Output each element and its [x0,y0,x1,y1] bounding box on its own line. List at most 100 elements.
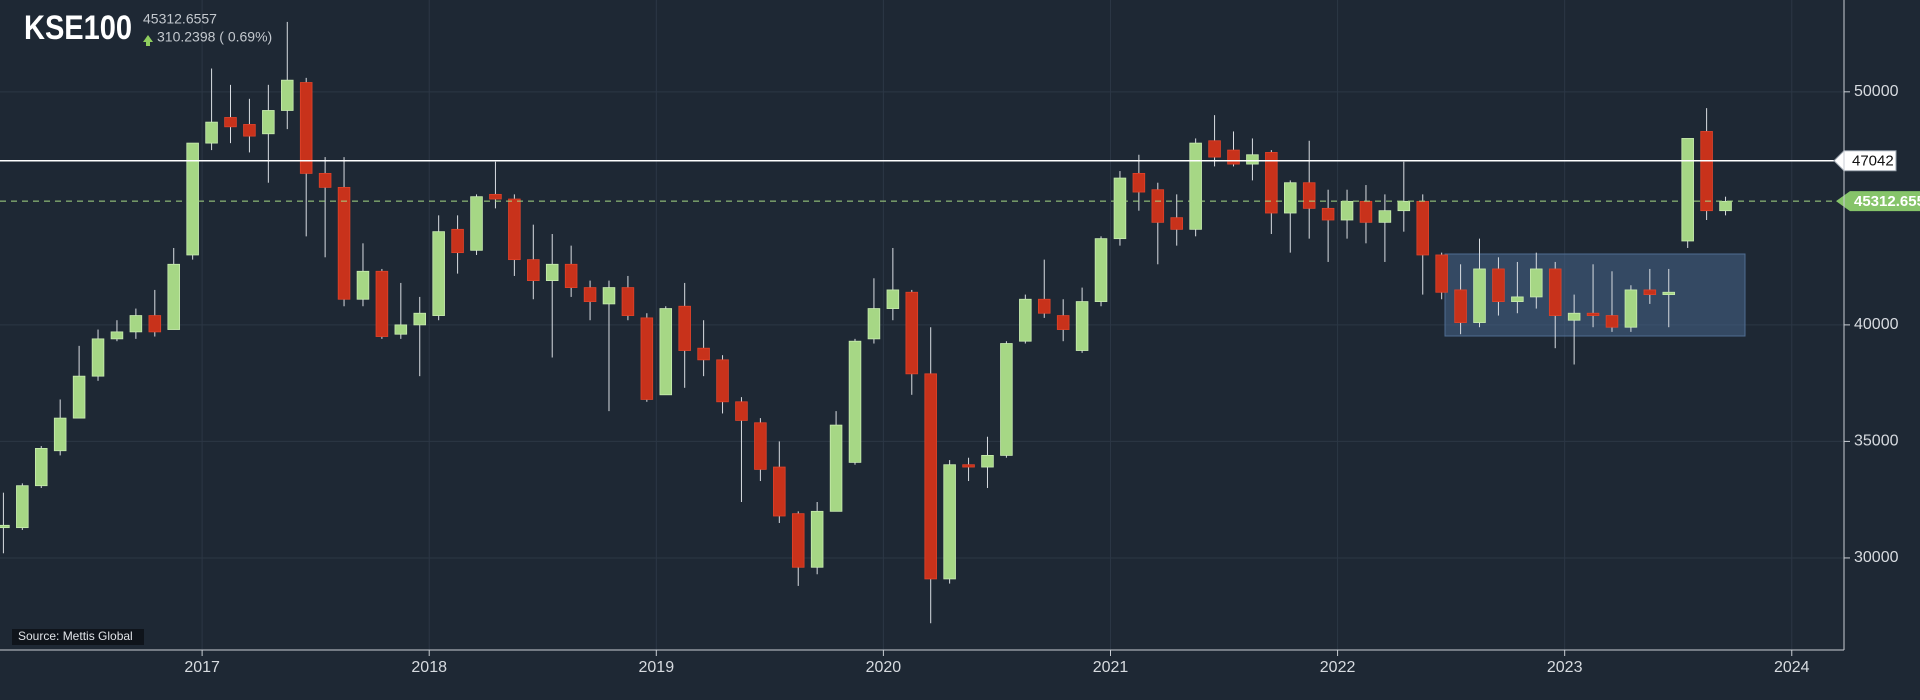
candle-body [281,79,294,111]
candle-body [432,231,445,316]
candle-body [1473,268,1486,323]
candle-body [167,263,180,330]
candle-body [1359,200,1373,223]
candle-body [545,263,559,282]
x-tick-label: 2018 [411,659,447,676]
candle-body [905,291,919,375]
candle-body [981,454,994,468]
candle-body [413,312,427,326]
x-tick-label: 2017 [184,659,220,676]
candle-body [34,448,48,487]
candle-body [962,464,975,468]
candle-body [1208,140,1221,158]
y-tick-label: 40000 [1854,316,1899,333]
candle-body [72,375,86,419]
x-tick-label: 2019 [639,659,675,676]
candle-body [1378,210,1392,223]
price-line-label: 47042 [1852,153,1894,170]
candle-body [53,417,67,452]
candle-body [886,289,900,309]
candle-body [1094,238,1108,302]
candle-body [375,270,389,337]
y-tick-label: 50000 [1854,83,1899,100]
x-tick-label: 2024 [1774,659,1810,676]
source: Source: Mettis Global [18,629,133,643]
candle-body [1227,149,1240,165]
candle-body [1265,152,1278,214]
candle-body [508,198,521,261]
last-price-tag [1836,191,1920,212]
candle-body [867,308,881,340]
candle-body [243,124,256,137]
candle-body [602,287,616,305]
candle-body [394,324,408,335]
candle-body [1246,154,1259,165]
candle-body [1019,298,1032,342]
candle-body [1530,268,1543,298]
candle-body [1435,254,1448,293]
chart-title: KSE100 [24,9,132,47]
candle-body [1321,207,1335,221]
highlight-box [1444,253,1746,337]
candle-body [0,524,10,529]
candle-body [943,464,956,580]
candle-body [527,259,540,282]
y-tick-label: 35000 [1854,433,1899,450]
candle-body [1548,268,1562,316]
candle-body [735,401,748,421]
candle-body [1340,200,1354,221]
y-tick-label: 30000 [1854,549,1899,566]
candle-body [1511,296,1524,302]
x-tick-label: 2022 [1320,659,1356,676]
candle-body [1454,289,1467,323]
x-tick-label: 2023 [1547,659,1583,676]
candle-body [16,485,29,529]
candle-body [1624,289,1638,328]
candle-body [299,82,313,174]
candle-body [1170,217,1183,230]
candle-body [1719,200,1732,212]
source-box [12,629,144,645]
candle-body [1151,189,1165,223]
candle-body [1037,298,1051,314]
candle-body [148,315,162,333]
candle-body [356,270,370,300]
candle-body [1302,182,1316,209]
candle-body [262,110,275,135]
candle-body [91,338,105,377]
x-tick-label: 2021 [1093,659,1129,676]
candle-body [659,308,673,396]
candle-body [678,305,691,351]
candle-body [1113,177,1127,240]
candle-body [791,513,805,568]
candle-body [621,287,635,316]
candle-body [1416,200,1430,256]
candle-body [110,331,124,340]
candle-body [224,117,237,128]
candle-body [1681,138,1694,242]
candle-body [564,263,578,288]
candle-body [640,317,654,400]
candle-body [1075,301,1089,351]
candle-body [318,172,332,188]
candle-body [1132,172,1146,193]
candles [0,21,1732,624]
last-price: 45312.6557 [143,11,217,27]
candle-body [1397,200,1411,212]
candle-body [451,228,464,254]
candle-body [1492,268,1505,302]
overlay: 47042 45312.6557 [0,150,1920,212]
candle-body [129,315,143,333]
candle-body [489,193,502,200]
candle-body [186,142,199,256]
candle-body [1700,131,1713,212]
candle-body [754,422,767,470]
candle-body [1000,343,1013,456]
x-tick-label: 2020 [866,659,902,676]
candle-body [848,340,862,463]
last-price-label: 45312.6557 [1854,193,1920,210]
candle-body [470,196,483,251]
candle-body [1056,315,1070,330]
